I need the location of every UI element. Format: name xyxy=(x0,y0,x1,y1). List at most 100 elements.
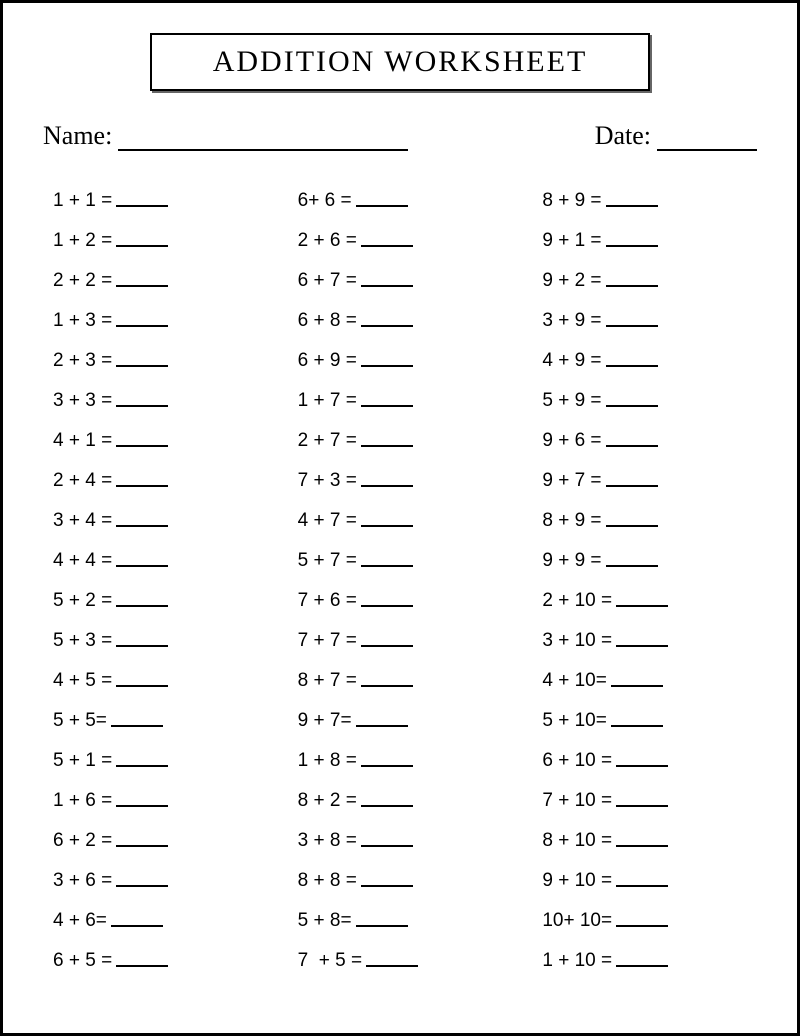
answer-line[interactable] xyxy=(606,475,658,487)
answer-line[interactable] xyxy=(361,435,413,447)
answer-line[interactable] xyxy=(116,675,168,687)
answer-line[interactable] xyxy=(356,715,408,727)
problem-row: 5 + 9 = xyxy=(532,381,757,421)
problem-text: 8 + 9 = xyxy=(542,510,601,532)
problem-text: 2 + 6 = xyxy=(298,230,357,252)
answer-line[interactable] xyxy=(116,755,168,767)
problem-row: 5 + 7 = xyxy=(288,541,513,581)
answer-line[interactable] xyxy=(616,955,668,967)
problem-row: 6 + 2 = xyxy=(43,821,268,861)
problems-grid: 1 + 1 =1 + 2 =2 + 2 =1 + 3 =2 + 3 =3 + 3… xyxy=(43,181,757,981)
answer-line[interactable] xyxy=(361,795,413,807)
answer-line[interactable] xyxy=(616,795,668,807)
problem-text: 4 + 5 = xyxy=(53,670,112,692)
problem-text: 1 + 7 = xyxy=(298,390,357,412)
answer-line[interactable] xyxy=(361,395,413,407)
problem-text: 7 + 10 = xyxy=(542,790,612,812)
answer-line[interactable] xyxy=(111,915,163,927)
answer-line[interactable] xyxy=(606,195,658,207)
answer-line[interactable] xyxy=(361,355,413,367)
problem-text: 1 + 3 = xyxy=(53,310,112,332)
problem-row: 6 + 9 = xyxy=(288,341,513,381)
answer-line[interactable] xyxy=(606,435,658,447)
answer-line[interactable] xyxy=(616,635,668,647)
answer-line[interactable] xyxy=(606,515,658,527)
answer-line[interactable] xyxy=(116,955,168,967)
answer-line[interactable] xyxy=(116,315,168,327)
problem-row: 1 + 10 = xyxy=(532,941,757,981)
answer-line[interactable] xyxy=(116,555,168,567)
problem-row: 2 + 6 = xyxy=(288,221,513,261)
problem-row: 4 + 10= xyxy=(532,661,757,701)
answer-line[interactable] xyxy=(361,275,413,287)
answer-line[interactable] xyxy=(361,235,413,247)
answer-line[interactable] xyxy=(611,715,663,727)
answer-line[interactable] xyxy=(116,635,168,647)
answer-line[interactable] xyxy=(616,755,668,767)
problem-text: 3 + 9 = xyxy=(542,310,601,332)
answer-line[interactable] xyxy=(616,835,668,847)
problem-row: 3 + 9 = xyxy=(532,301,757,341)
problem-text: 1 + 1 = xyxy=(53,190,112,212)
answer-line[interactable] xyxy=(116,475,168,487)
problem-row: 6 + 5 = xyxy=(43,941,268,981)
answer-line[interactable] xyxy=(616,595,668,607)
problem-text: 1 + 2 = xyxy=(53,230,112,252)
problem-row: 4 + 5 = xyxy=(43,661,268,701)
problem-row: 4 + 6= xyxy=(43,901,268,941)
answer-line[interactable] xyxy=(611,675,663,687)
answer-line[interactable] xyxy=(361,515,413,527)
answer-line[interactable] xyxy=(116,275,168,287)
problem-row: 4 + 7 = xyxy=(288,501,513,541)
answer-line[interactable] xyxy=(116,435,168,447)
answer-line[interactable] xyxy=(116,235,168,247)
answer-line[interactable] xyxy=(361,555,413,567)
problem-row: 1 + 6 = xyxy=(43,781,268,821)
answer-line[interactable] xyxy=(361,835,413,847)
answer-line[interactable] xyxy=(116,515,168,527)
answer-line[interactable] xyxy=(361,755,413,767)
answer-line[interactable] xyxy=(606,355,658,367)
answer-line[interactable] xyxy=(361,675,413,687)
answer-line[interactable] xyxy=(361,595,413,607)
header-row: Name: Date: xyxy=(43,121,757,151)
answer-line[interactable] xyxy=(606,395,658,407)
answer-line[interactable] xyxy=(361,475,413,487)
answer-line[interactable] xyxy=(116,875,168,887)
answer-line[interactable] xyxy=(111,715,163,727)
answer-line[interactable] xyxy=(116,355,168,367)
answer-line[interactable] xyxy=(356,915,408,927)
problem-row: 5 + 5= xyxy=(43,701,268,741)
problem-row: 7 + 10 = xyxy=(532,781,757,821)
answer-line[interactable] xyxy=(116,795,168,807)
answer-line[interactable] xyxy=(606,555,658,567)
answer-line[interactable] xyxy=(606,275,658,287)
name-input-line[interactable] xyxy=(118,131,408,151)
answer-line[interactable] xyxy=(606,235,658,247)
answer-line[interactable] xyxy=(356,195,408,207)
answer-line[interactable] xyxy=(361,875,413,887)
answer-line[interactable] xyxy=(116,395,168,407)
problem-text: 5 + 1 = xyxy=(53,750,112,772)
problem-row: 5 + 10= xyxy=(532,701,757,741)
column-2: 6+ 6 =2 + 6 =6 + 7 =6 + 8 =6 + 9 =1 + 7 … xyxy=(288,181,513,981)
answer-line[interactable] xyxy=(361,635,413,647)
problem-text: 3 + 10 = xyxy=(542,630,612,652)
problem-text: 3 + 8 = xyxy=(298,830,357,852)
answer-line[interactable] xyxy=(606,315,658,327)
answer-line[interactable] xyxy=(116,595,168,607)
title-box: ADDITION WORKSHEET xyxy=(150,33,650,91)
problem-text: 9 + 10 = xyxy=(542,870,612,892)
answer-line[interactable] xyxy=(616,875,668,887)
answer-line[interactable] xyxy=(116,195,168,207)
problem-row: 5 + 3 = xyxy=(43,621,268,661)
answer-line[interactable] xyxy=(116,835,168,847)
date-input-line[interactable] xyxy=(657,131,757,151)
problem-text: 1 + 6 = xyxy=(53,790,112,812)
problem-text: 1 + 10 = xyxy=(542,950,612,972)
problem-row: 9 + 7 = xyxy=(532,461,757,501)
answer-line[interactable] xyxy=(361,315,413,327)
answer-line[interactable] xyxy=(616,915,668,927)
column-1: 1 + 1 =1 + 2 =2 + 2 =1 + 3 =2 + 3 =3 + 3… xyxy=(43,181,268,981)
answer-line[interactable] xyxy=(366,955,418,967)
